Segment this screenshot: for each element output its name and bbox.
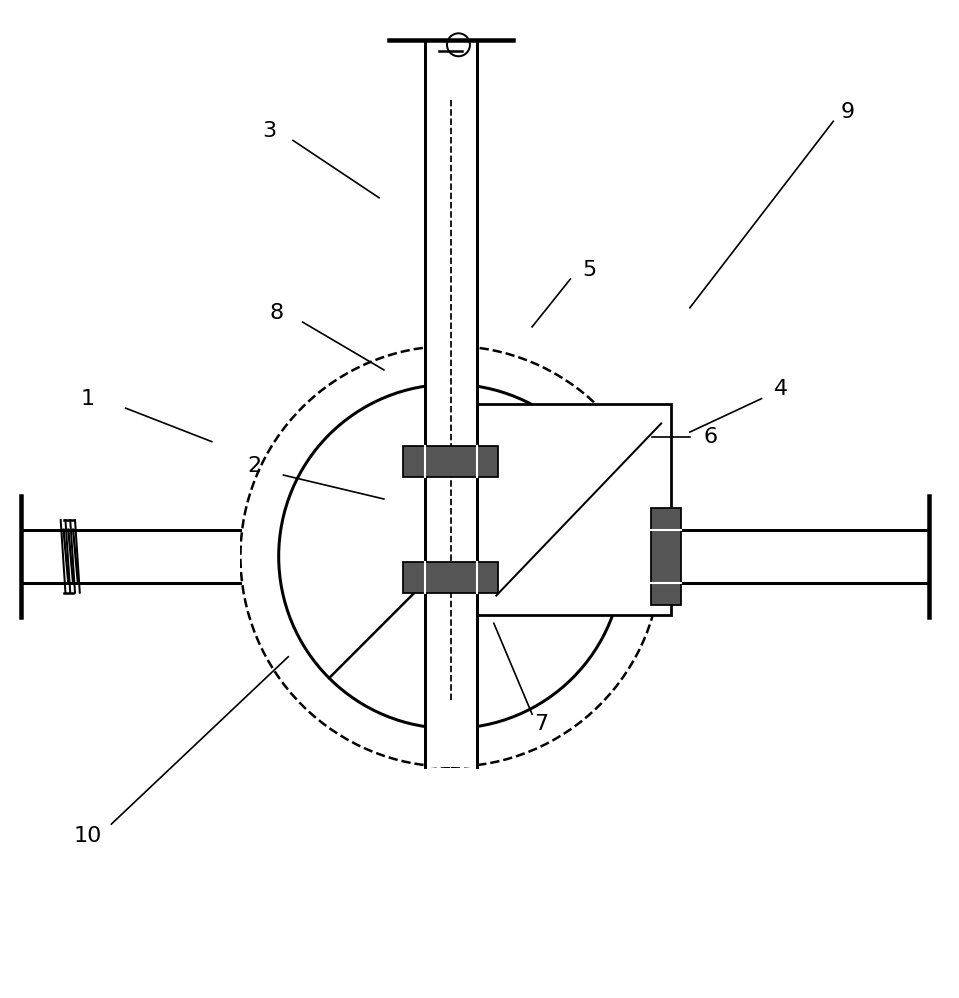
Text: 2: 2 <box>247 455 262 475</box>
Bar <box>20 530 241 583</box>
Bar <box>404 446 498 477</box>
Text: 3: 3 <box>262 121 276 141</box>
Text: 9: 9 <box>841 102 854 122</box>
Text: 10: 10 <box>73 825 102 845</box>
Bar <box>650 508 681 605</box>
Bar <box>425 40 478 766</box>
Text: 4: 4 <box>774 379 787 399</box>
Text: 8: 8 <box>269 303 284 323</box>
Bar <box>661 530 929 583</box>
Text: 1: 1 <box>81 388 95 408</box>
Text: 7: 7 <box>534 714 549 734</box>
Text: 6: 6 <box>704 427 718 447</box>
Bar <box>404 562 498 593</box>
Text: 5: 5 <box>582 259 596 279</box>
Bar <box>478 404 670 615</box>
